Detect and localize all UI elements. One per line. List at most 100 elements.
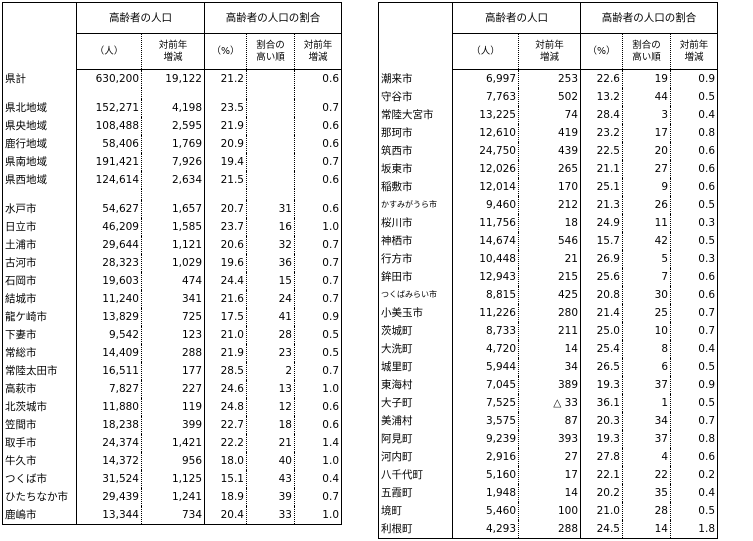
ratio-rank: 39	[246, 488, 295, 506]
ratio-yoy-change: 0.6	[294, 171, 342, 189]
ratio-rank	[246, 117, 295, 135]
elderly-population: 12,026	[452, 160, 519, 178]
elderly-population: 8,815	[452, 286, 519, 304]
ratio-rank: 28	[622, 502, 671, 520]
elderly-population: 24,374	[76, 434, 142, 452]
left-table: 高齢者の人口 高齢者の人口の割合 （人） 対前年 増減 （%） 割合の 高い順 …	[2, 2, 342, 525]
population-yoy-change: 419	[518, 124, 581, 142]
population-yoy-change: 546	[518, 232, 581, 250]
elderly-population: 8,733	[452, 322, 519, 340]
area-name: 城里町	[378, 358, 453, 376]
ratio-yoy-change: 0.7	[294, 236, 342, 254]
area-name: 水戸市	[2, 200, 77, 218]
elderly-population: 6,997	[452, 69, 519, 88]
population-yoy-change: 177	[141, 362, 205, 380]
table-row: 県央地域 108,488 2,595 21.9 0.6	[2, 117, 342, 135]
elderly-population: 13,344	[76, 506, 142, 525]
area-name: 笠間市	[2, 416, 77, 434]
ratio-rank: 21	[246, 434, 295, 452]
table-row: 茨城町 8,733 211 25.0 10 0.7	[378, 322, 718, 340]
ratio-yoy-change: 0.5	[670, 502, 718, 520]
elderly-ratio: 21.9	[204, 344, 247, 362]
population-yoy-change: 439	[518, 142, 581, 160]
area-name: 守谷市	[378, 88, 453, 106]
elderly-ratio: 21.0	[580, 502, 623, 520]
area-name: 稲敷市	[378, 178, 453, 196]
ratio-yoy-change: 0.6	[670, 268, 718, 286]
table-row: 牛久市 14,372 956 18.0 40 1.0	[2, 452, 342, 470]
population-yoy-change: 1,029	[141, 254, 205, 272]
population-yoy-change: △ 33	[518, 394, 581, 412]
ratio-yoy-change: 0.5	[670, 196, 718, 214]
area-name: 常総市	[2, 344, 77, 362]
population-yoy-change: 341	[141, 290, 205, 308]
elderly-ratio: 13.2	[580, 88, 623, 106]
elderly-ratio: 21.9	[204, 117, 247, 135]
ratio-rank: 18	[246, 416, 295, 434]
table-row: 鹿行地域 58,406 1,769 20.9 0.6	[2, 135, 342, 153]
table-row: 県北地域 152,271 4,198 23.5 0.7	[2, 99, 342, 117]
elderly-ratio: 28.4	[580, 106, 623, 124]
ratio-rank	[246, 69, 295, 88]
table-row: 神栖市 14,674 546 15.7 42 0.5	[378, 232, 718, 250]
area-name: 龍ケ崎市	[2, 308, 77, 326]
table-row: 河内町 2,916 27 27.8 4 0.6	[378, 448, 718, 466]
population-yoy-change: 288	[518, 520, 581, 539]
area-name: ひたちなか市	[2, 488, 77, 506]
elderly-population: 54,627	[76, 200, 142, 218]
elderly-population: 1,948	[452, 484, 519, 502]
ratio-rank	[246, 135, 295, 153]
ratio-yoy-change: 0.4	[670, 340, 718, 358]
population-yoy-change: 393	[518, 430, 581, 448]
area-name: 古河市	[2, 254, 77, 272]
area-name: 八千代町	[378, 466, 453, 484]
population-yoy-change: 265	[518, 160, 581, 178]
area-name: 大子町	[378, 394, 453, 412]
table-row: 石岡市 19,603 474 24.4 15 0.7	[2, 272, 342, 290]
elderly-population: 24,750	[452, 142, 519, 160]
elderly-ratio: 15.7	[580, 232, 623, 250]
elderly-ratio: 15.1	[204, 470, 247, 488]
left-rows: 県計 630,200 19,122 21.2 0.6 県北地域 152,271 4,198 23…	[2, 69, 342, 525]
population-yoy-change: 4,198	[141, 99, 205, 117]
elderly-ratio: 24.6	[204, 380, 247, 398]
area-name: 美浦村	[378, 412, 453, 430]
ratio-yoy-change: 0.6	[670, 142, 718, 160]
ratio-yoy-change: 0.4	[670, 484, 718, 502]
elderly-ratio: 19.6	[204, 254, 247, 272]
elderly-ratio: 19.3	[580, 376, 623, 394]
right-table: 高齢者の人口 高齢者の人口の割合 （人） 対前年 増減 （%） 割合の 高い順 …	[378, 2, 718, 539]
elderly-ratio: 22.2	[204, 434, 247, 452]
table-row: 県南地域 191,421 7,926 19.4 0.7	[2, 153, 342, 171]
population-yoy-change: 956	[141, 452, 205, 470]
ratio-rank: 33	[246, 506, 295, 525]
population-yoy-change: 14	[518, 340, 581, 358]
elderly-ratio: 20.2	[580, 484, 623, 502]
elderly-ratio: 21.2	[204, 69, 247, 88]
table-row: 大子町 7,525 △ 33 36.1 1 0.5	[378, 394, 718, 412]
area-name: 県西地域	[2, 171, 77, 189]
ratio-rank: 34	[622, 412, 671, 430]
population-yoy-change: 288	[141, 344, 205, 362]
table-row: 鹿嶋市 13,344 734 20.4 33 1.0	[2, 506, 342, 525]
ratio-rank: 5	[622, 250, 671, 268]
ratio-rank: 31	[246, 200, 295, 218]
ratio-yoy-change: 0.5	[294, 326, 342, 344]
header-yoy-ratio: 対前年 増減	[294, 33, 342, 70]
ratio-yoy-change: 0.5	[670, 88, 718, 106]
table-row: 稲敷市 12,014 170 25.1 9 0.6	[378, 178, 718, 196]
ratio-rank: 40	[246, 452, 295, 470]
elderly-ratio: 22.6	[580, 69, 623, 88]
population-yoy-change: 2,634	[141, 171, 205, 189]
area-name: 日立市	[2, 218, 77, 236]
ratio-yoy-change: 0.6	[294, 135, 342, 153]
elderly-population: 12,014	[452, 178, 519, 196]
spacer-row	[2, 88, 342, 99]
elderly-population: 7,763	[452, 88, 519, 106]
area-name: 牛久市	[2, 452, 77, 470]
ratio-yoy-change: 0.6	[294, 416, 342, 434]
elderly-ratio: 18.9	[204, 488, 247, 506]
table-row: 大洗町 4,720 14 25.4 8 0.4	[378, 340, 718, 358]
elderly-population: 7,045	[452, 376, 519, 394]
elderly-ratio: 25.4	[580, 340, 623, 358]
